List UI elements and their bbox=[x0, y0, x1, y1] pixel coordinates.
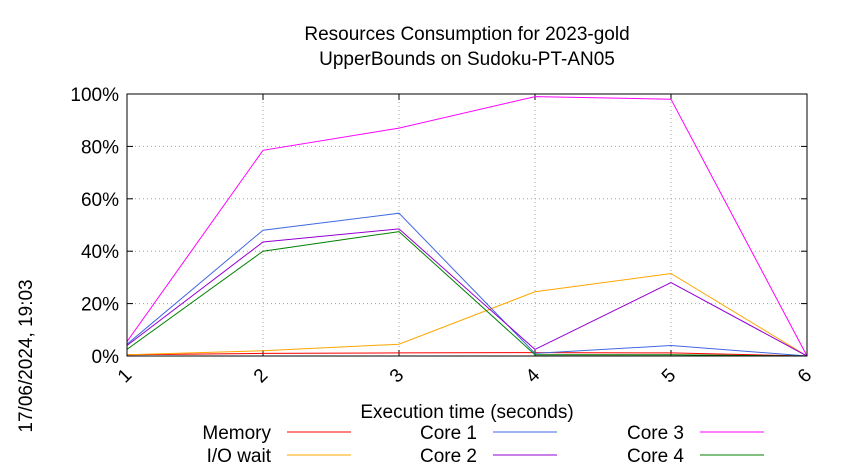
x-axis-label: Execution time (seconds) bbox=[360, 402, 573, 423]
series-lines bbox=[126, 96, 808, 357]
series-line-core-1 bbox=[126, 212, 808, 357]
x-tick-label: 4 bbox=[522, 365, 545, 388]
legend-label-core-1: Core 1 bbox=[420, 423, 477, 444]
y-tick-label: 20% bbox=[81, 295, 119, 316]
y-tick-label: 60% bbox=[81, 190, 119, 211]
timestamp-label: 17/06/2024, 19:03 bbox=[16, 279, 37, 432]
y-tick-label: 40% bbox=[81, 242, 119, 263]
series-line-core-4 bbox=[126, 231, 808, 357]
y-tick-label: 0% bbox=[92, 347, 120, 368]
grid-lines bbox=[127, 94, 807, 356]
series-line-core-2 bbox=[126, 228, 808, 357]
series-line-i-o-wait bbox=[126, 272, 808, 357]
legend-label-memory: Memory bbox=[202, 423, 271, 444]
legend-label-core-4: Core 4 bbox=[627, 446, 684, 467]
chart-title-line1: Resources Consumption for 2023-gold bbox=[304, 24, 629, 45]
series-line-core-3 bbox=[126, 96, 808, 357]
x-tick-label: 5 bbox=[658, 365, 680, 387]
x-tick-label: 6 bbox=[794, 365, 816, 387]
x-tick-label: 3 bbox=[386, 365, 408, 387]
y-tick-label: 80% bbox=[81, 137, 119, 158]
y-axis-ticks: 0% 20% 40% 60% 80% 100% bbox=[70, 85, 807, 368]
legend-label-i-o-wait: I/O wait bbox=[207, 446, 272, 467]
x-tick-label: 2 bbox=[250, 365, 272, 387]
legend-label-core-2: Core 2 bbox=[420, 446, 477, 467]
legend-label-core-3: Core 3 bbox=[627, 423, 684, 444]
plot-frame bbox=[126, 93, 808, 357]
y-tick-label: 100% bbox=[70, 85, 119, 106]
x-axis-ticks: 1 2 3 4 5 6 bbox=[114, 94, 816, 387]
chart-title-line2: UpperBounds on Sudoku-PT-AN05 bbox=[319, 49, 615, 70]
x-tick-label: 1 bbox=[114, 365, 136, 387]
series-line-memory bbox=[126, 352, 808, 357]
